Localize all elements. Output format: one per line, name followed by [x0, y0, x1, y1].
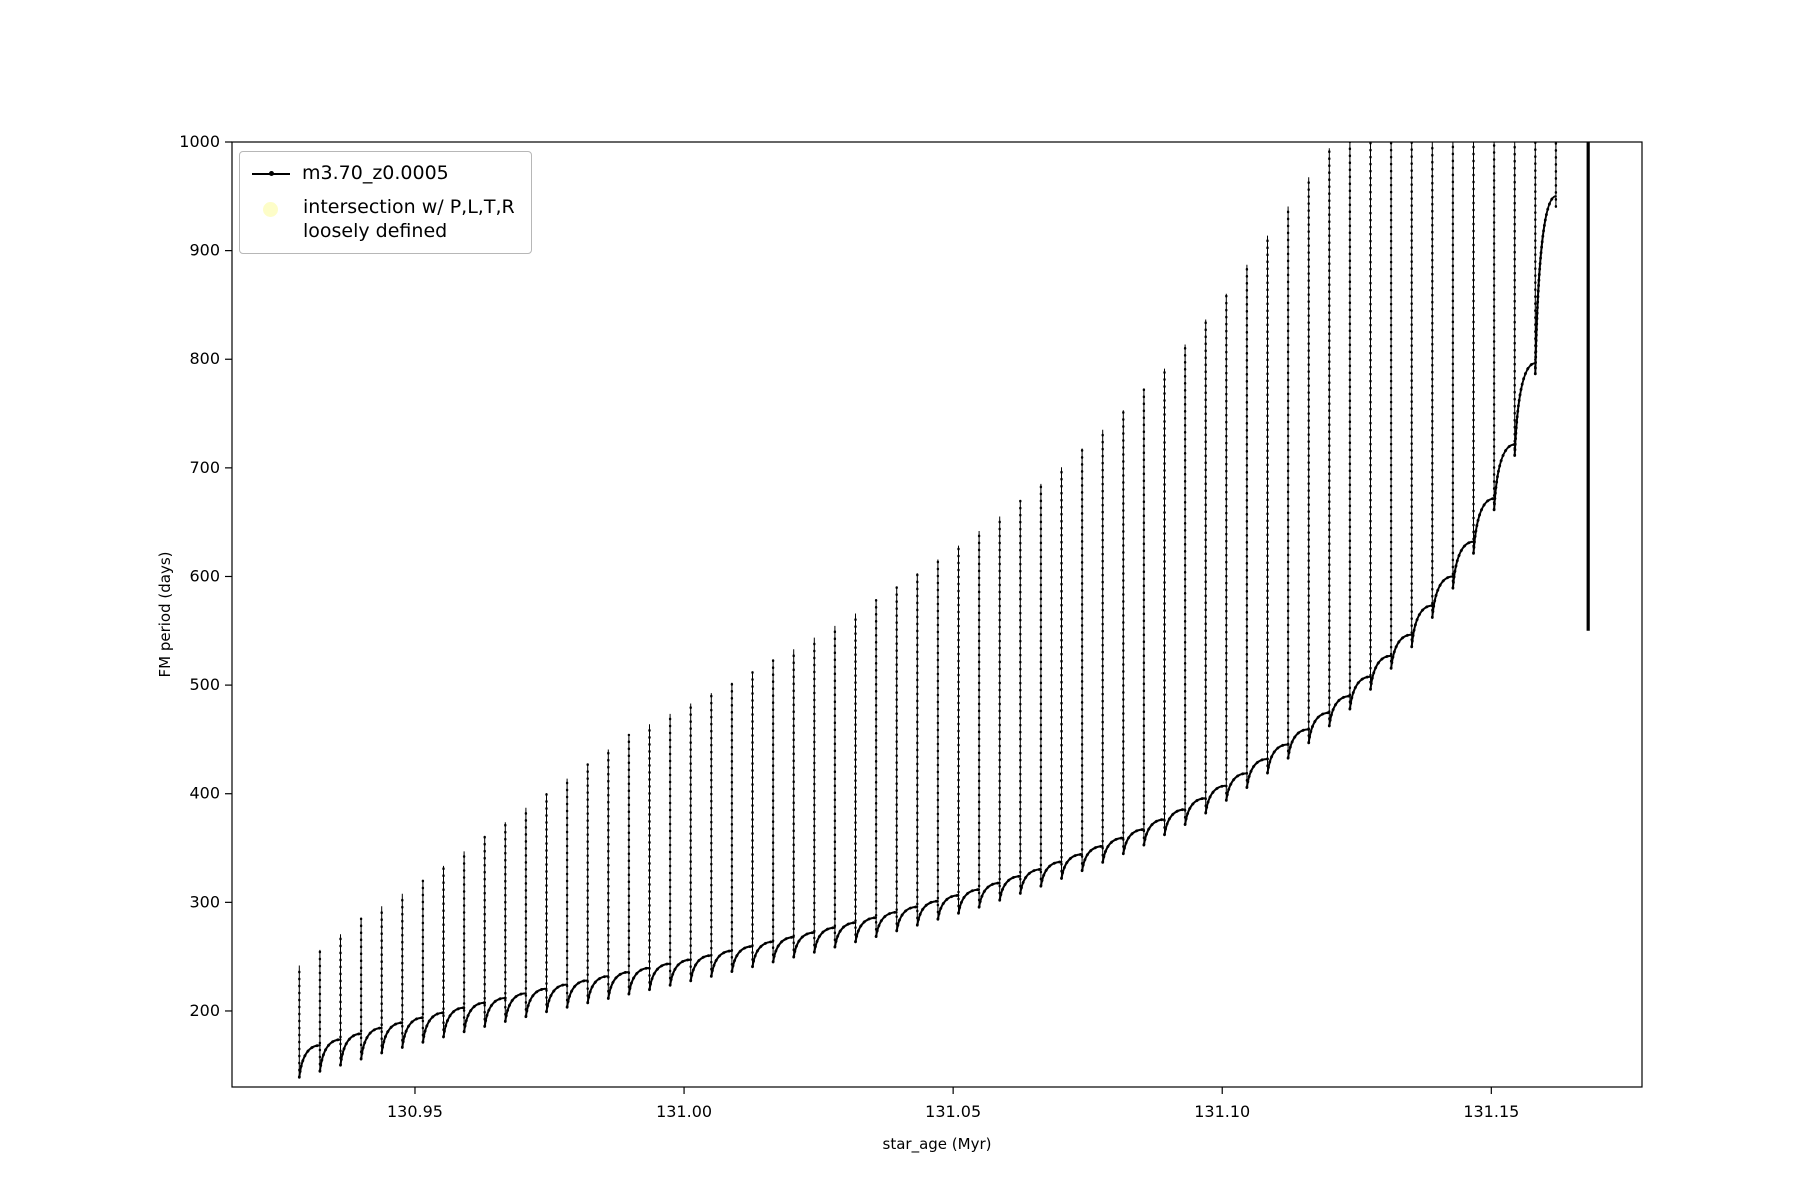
x-tick-label: 130.95 — [387, 1102, 443, 1121]
series-baseline-points — [297, 194, 1558, 1079]
y-tick-label: 1000 — [179, 132, 220, 151]
x-tick-label: 131.05 — [925, 1102, 981, 1121]
x-tick-label: 131.10 — [1194, 1102, 1250, 1121]
y-tick-label: 700 — [189, 458, 220, 477]
series-group — [297, 142, 1590, 1079]
legend-label-series: m3.70_z0.0005 — [302, 162, 449, 184]
y-tick-label: 800 — [189, 349, 220, 368]
legend-label-intersection: intersection w/ P,L,T,R loosely defined — [303, 195, 515, 242]
line-dot-marker-icon — [252, 171, 290, 177]
x-tick-label: 131.15 — [1463, 1102, 1519, 1121]
y-tick-label: 600 — [189, 566, 220, 585]
y-tick-label: 300 — [189, 892, 220, 911]
series-baseline — [298, 195, 1557, 1079]
y-tick-label: 200 — [189, 1001, 220, 1020]
y-axis-label: FM period (days) — [156, 552, 174, 678]
dot-marker-icon — [263, 201, 278, 217]
axes-frame — [231, 141, 1643, 1088]
series-spike-points — [298, 142, 1558, 1079]
series-spikes — [298, 142, 1557, 1078]
y-tick-label: 500 — [189, 675, 220, 694]
y-tick-label: 400 — [189, 784, 220, 803]
legend-entry-series: m3.70_z0.0005 — [252, 162, 515, 186]
legend-entry-intersection: intersection w/ P,L,T,R loosely defined — [252, 196, 515, 244]
legend: m3.70_z0.0005 intersection w/ P,L,T,R lo… — [239, 151, 532, 255]
y-tick-label: 900 — [189, 241, 220, 260]
x-tick-label: 131.00 — [656, 1102, 712, 1121]
x-axis-label: star_age (Myr) — [883, 1135, 992, 1154]
